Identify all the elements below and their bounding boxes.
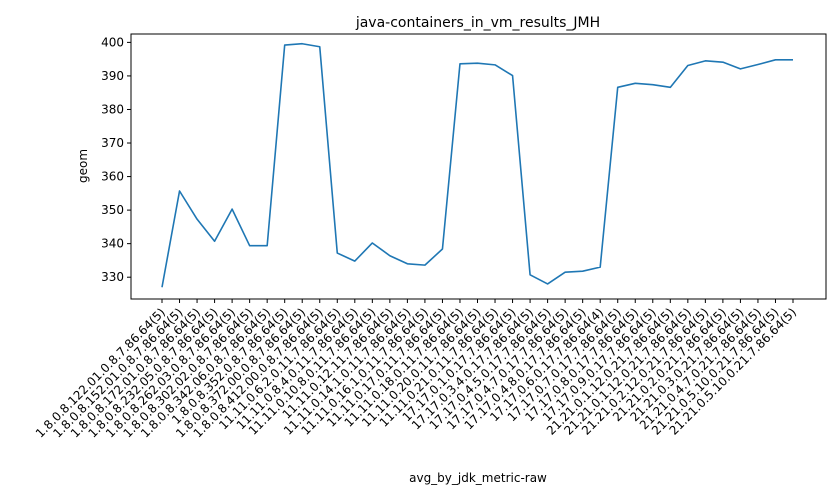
y-tick-label: 360 <box>101 170 124 184</box>
x-axis: 1.8.0.8.122.01.0.8.7.86.64(5)1.8.0.8.152… <box>33 299 799 441</box>
y-tick-label: 380 <box>101 102 124 116</box>
y-tick-label: 370 <box>101 136 124 150</box>
series-line <box>161 42 793 288</box>
y-tick-label: 340 <box>101 237 124 251</box>
x-axis-title: avg_by_jdk_metric-raw <box>409 471 547 485</box>
chart-title: java-containers_in_vm_results_JMH <box>355 15 600 31</box>
y-tick-label: 330 <box>101 270 124 284</box>
plot-frame <box>130 33 827 300</box>
y-axis: 330 340 350 360 370 380 390 400 <box>101 35 131 284</box>
y-tick-label: 400 <box>101 35 124 49</box>
y-tick-label: 390 <box>101 69 124 83</box>
y-axis-title: geom <box>76 149 90 183</box>
y-tick-label: 350 <box>101 203 124 217</box>
